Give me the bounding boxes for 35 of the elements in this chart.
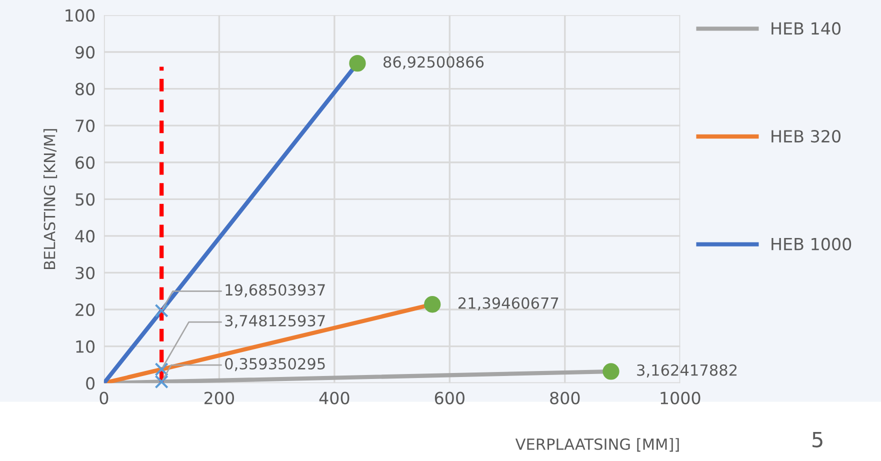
- y-tick-label: 60: [76, 156, 95, 169]
- point: [602, 363, 620, 380]
- y-tick-label: 30: [76, 266, 95, 280]
- y-tick-label: 100: [66, 9, 95, 22]
- data-label: 3,162417882: [637, 364, 737, 378]
- point: [349, 54, 366, 72]
- y-tick-label: 20: [76, 303, 95, 316]
- x-tick-label: 800: [550, 392, 580, 404]
- point: [154, 374, 168, 389]
- text: 5: [812, 432, 822, 448]
- x-tick-label: 1000: [660, 392, 700, 404]
- legend-label: HEB 320: [772, 130, 840, 143]
- x-axis-title: VERPLAATSING [MM]]: [515, 438, 679, 452]
- y-axis-title: BELASTING [KN/M]: [43, 129, 58, 270]
- point: [154, 304, 168, 318]
- y-tick-label: 90: [75, 46, 95, 59]
- legend-label: HEB 140: [772, 22, 840, 35]
- y-tick-label: 10: [76, 340, 95, 353]
- x-tick-label: 0: [100, 392, 108, 404]
- data-label: 21,39460677: [458, 297, 558, 310]
- y-tick-label: 40: [75, 230, 95, 243]
- data-label: 19,68503937: [226, 284, 325, 298]
- point: [154, 362, 168, 376]
- point: [424, 296, 441, 313]
- y-tick-label: 0: [86, 377, 95, 390]
- data-label: 0,359350295: [225, 358, 325, 372]
- x-tick-label: 400: [319, 392, 350, 404]
- x-tick-label: 600: [434, 392, 464, 404]
- data-label: 86,92500866: [384, 56, 484, 70]
- y-tick-label: 70: [76, 120, 95, 132]
- y-tick-label: 80: [76, 82, 95, 96]
- y-tick-label: 50: [76, 193, 95, 206]
- data-label: 3,748125937: [225, 314, 325, 328]
- legend-label: HEB 1000: [772, 238, 852, 250]
- x-tick-label: 200: [204, 392, 234, 404]
